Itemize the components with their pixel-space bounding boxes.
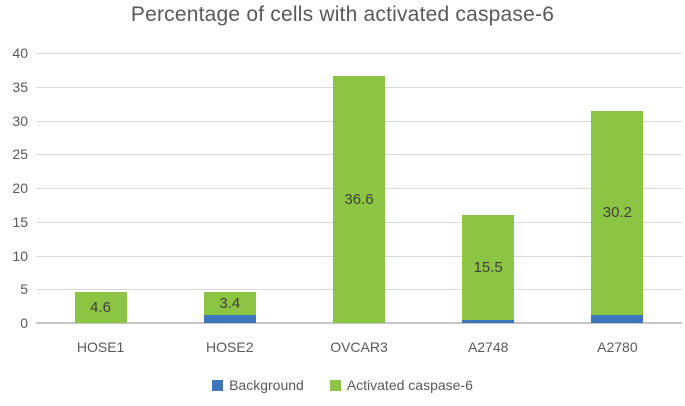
x-tick-label-hose1: HOSE1 [76,339,125,355]
bar-segment-activated-caspase-6-hose1: 4.6 [74,291,127,323]
x-axis-line [36,322,682,324]
x-tick-label-hose2: HOSE2 [206,339,254,355]
bar-segment-background-a2780 [591,314,644,323]
y-tick-label-25: 25 [12,146,28,163]
y-tick-label-10: 10 [12,247,28,264]
x-tick-label-a2748: A2748 [467,339,509,355]
y-tick-label-5: 5 [20,281,28,298]
bar-segment-activated-caspase-6-a2780: 30.2 [591,111,644,315]
y-tick-label-15: 15 [12,213,28,230]
y-tick-label-30: 30 [12,112,28,129]
bar-segment-activated-caspase-6-hose2: 3.4 [203,291,256,315]
data-label-a2748: 15.5 [473,258,503,276]
legend: Background Activated caspase-6 [0,377,685,393]
data-label-ovcar3: 36.6 [344,190,374,208]
bar-segment-activated-caspase-6-a2748: 15.5 [462,215,515,320]
legend-swatch-icon [212,379,224,391]
data-label-a2780: 30.2 [602,204,632,222]
gridline-y40 [36,53,682,54]
bar-segment-activated-caspase-6-ovcar3: 36.6 [333,75,385,323]
y-tick-label-35: 35 [12,78,28,95]
legend-item-background: Background [212,377,304,393]
data-label-hose2: 3.4 [219,294,241,312]
legend-label: Background [229,377,304,393]
y-tick-label-20: 20 [12,180,28,196]
bar-segment-background-hose2 [203,314,256,323]
y-tick-label-0: 0 [20,315,28,331]
data-label-hose1: 4.6 [90,298,112,316]
y-tick-label-40: 40 [12,45,28,61]
x-tick-label-a2780: A2780 [597,339,638,355]
bar-segment-background-a2748 [462,319,515,323]
x-tick-label-ovcar3: OVCAR3 [330,339,388,355]
legend-item-activated-caspase-6: Activated caspase-6 [329,377,473,393]
legend-label: Activated caspase-6 [346,377,473,393]
legend-swatch-icon [329,379,341,391]
chart-title: Percentage of cells with activated caspa… [130,3,555,26]
